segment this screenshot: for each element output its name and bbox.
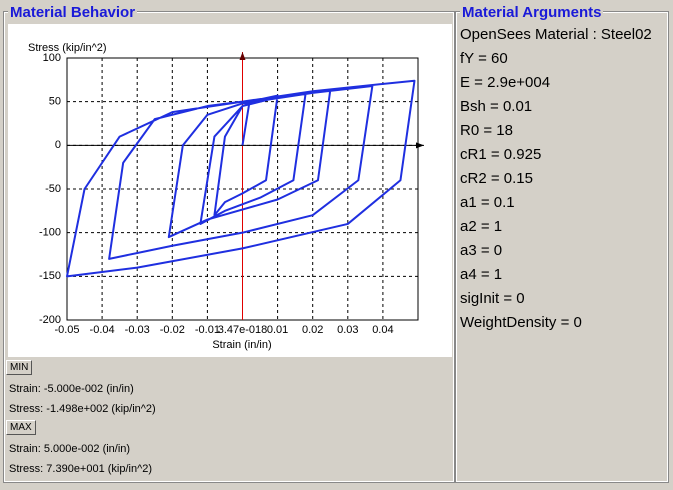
chart: Stress (kip/in^2) Strain (in/in) -0.05 -0… bbox=[8, 24, 452, 357]
max-strain: Strain: 5.000e-002 (in/in) bbox=[9, 443, 131, 455]
data-line bbox=[66, 79, 416, 278]
behavior-box bbox=[3, 11, 455, 483]
x-tick-label: -0.02 bbox=[160, 324, 185, 336]
argument: a1 = 0.1 bbox=[460, 194, 515, 211]
max-stress: Stress: 7.390e+001 (kip/in^2) bbox=[9, 463, 153, 475]
argument: WeightDensity = 0 bbox=[460, 314, 582, 331]
x-axis-label: Strain (in/in) bbox=[212, 339, 271, 351]
behavior-title: Material Behavior bbox=[8, 4, 138, 21]
y-tick-label: 100 bbox=[43, 52, 61, 64]
x-tick-label: -0.03 bbox=[125, 324, 150, 336]
axis-arrow bbox=[416, 142, 424, 149]
argument: fY = 60 bbox=[460, 50, 508, 67]
x-tick-label: 3.47e-018 bbox=[218, 324, 268, 336]
argument: Bsh = 0.01 bbox=[460, 98, 533, 115]
y-tick-label: -150 bbox=[39, 270, 61, 282]
argument: OpenSees Material : Steel02 bbox=[460, 26, 652, 43]
argument: R0 = 18 bbox=[460, 122, 513, 139]
y-axis-label: Stress (kip/in^2) bbox=[28, 42, 107, 54]
argument: sigInit = 0 bbox=[460, 290, 525, 307]
x-tick-label: 0.02 bbox=[302, 324, 323, 336]
y-tick-label: -50 bbox=[45, 183, 61, 195]
axis-arrow bbox=[239, 52, 246, 60]
y-tick-label: 0 bbox=[55, 139, 61, 151]
argument: a4 = 1 bbox=[460, 266, 503, 283]
x-tick-label: -0.04 bbox=[90, 324, 115, 336]
argument: cR2 = 0.15 bbox=[460, 170, 533, 187]
y-tick-label: 50 bbox=[49, 96, 61, 108]
y-tick-label: -200 bbox=[39, 314, 61, 326]
y-tick-label: -100 bbox=[39, 227, 61, 239]
min-stress: Stress: -1.498e+002 (kip/in^2) bbox=[9, 403, 156, 415]
min-button[interactable]: MIN bbox=[6, 360, 33, 375]
x-tick-label: 0.04 bbox=[372, 324, 393, 336]
x-tick-label: 0.03 bbox=[337, 324, 358, 336]
arguments-title: Material Arguments bbox=[460, 4, 604, 21]
min-strain: Strain: -5.000e-002 (in/in) bbox=[9, 383, 134, 395]
max-button[interactable]: MAX bbox=[6, 420, 36, 435]
argument: a2 = 1 bbox=[460, 218, 503, 235]
x-tick-label: -0.01 bbox=[195, 324, 220, 336]
argument: cR1 = 0.925 bbox=[460, 146, 542, 163]
argument: E = 2.9e+004 bbox=[460, 74, 551, 91]
argument: a3 = 0 bbox=[460, 242, 503, 259]
x-tick-label: 0.01 bbox=[267, 324, 288, 336]
x-tick-label: -0.05 bbox=[54, 324, 79, 336]
